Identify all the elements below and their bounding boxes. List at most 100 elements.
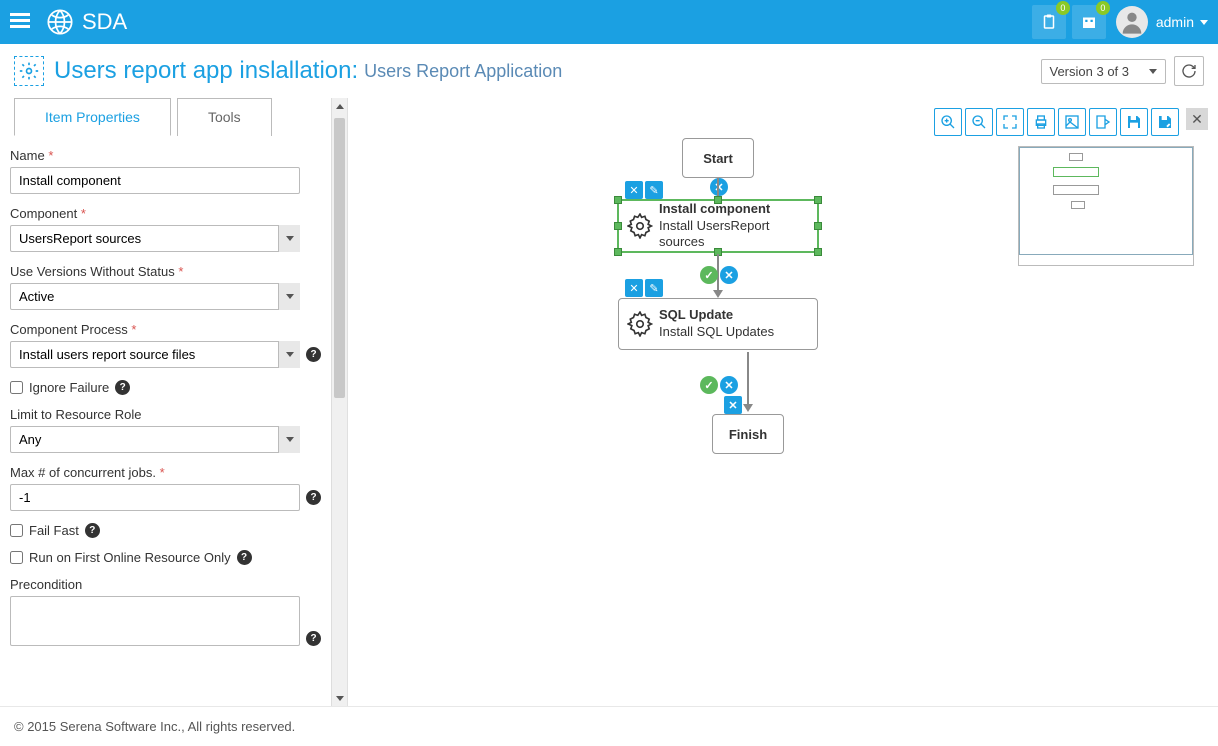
limit-select[interactable] [10, 426, 300, 453]
process-icon [14, 56, 44, 86]
page-title: Users report app inslallation: [54, 57, 358, 85]
save-as-button[interactable] [1151, 108, 1179, 136]
process-label: Component Process * [10, 322, 331, 337]
print-button[interactable] [1027, 108, 1055, 136]
page-title-bar: Users report app inslallation: Users Rep… [0, 44, 1218, 98]
version-selector[interactable]: Version 3 of 3 [1041, 59, 1167, 84]
start-label: Start [703, 151, 733, 166]
run-first-checkbox[interactable] [10, 551, 23, 564]
canvas-toolbar: ✕ [934, 108, 1208, 136]
component-label: Component * [10, 206, 331, 221]
close-panel-button[interactable]: ✕ [1186, 108, 1208, 130]
help-icon[interactable]: ? [85, 523, 100, 538]
name-input[interactable] [10, 167, 300, 194]
help-icon[interactable]: ? [115, 380, 130, 395]
finish-node[interactable]: Finish [712, 414, 784, 454]
footer: © 2015 Serena Software Inc., All rights … [0, 706, 1218, 746]
avatar [1116, 6, 1148, 38]
delete-edge-icon[interactable]: ✕ [720, 266, 738, 284]
help-icon[interactable]: ? [306, 347, 321, 362]
username: admin [1156, 14, 1194, 30]
main-area: Item Properties Tools Name * Component *… [0, 98, 1218, 706]
fail-fast-checkbox[interactable] [10, 524, 23, 537]
globe-icon [46, 8, 74, 36]
save-button[interactable] [1120, 108, 1148, 136]
building-button[interactable]: 0 [1072, 5, 1106, 39]
fit-button[interactable] [996, 108, 1024, 136]
start-node[interactable]: Start [682, 138, 754, 178]
chevron-down-icon [1200, 20, 1208, 25]
scroll-thumb[interactable] [334, 118, 345, 398]
install-component-node[interactable]: ✕ ✎ Install component Install UsersRepor… [618, 200, 818, 252]
versions-select[interactable] [10, 283, 300, 310]
delete-edge-icon[interactable]: ✕ [710, 178, 728, 196]
refresh-button[interactable] [1174, 56, 1204, 86]
properties-form: Name * Component * Use Versions Without … [0, 136, 347, 706]
page-subtitle: Users Report Application [364, 61, 562, 82]
delete-node-icon[interactable]: ✕ [625, 279, 643, 297]
copyright: © 2015 Serena Software Inc., All rights … [14, 719, 295, 734]
notification-badge-1: 0 [1056, 1, 1070, 15]
help-icon[interactable]: ? [306, 490, 321, 505]
save-as-icon [1157, 114, 1173, 130]
user-menu[interactable]: admin [1116, 6, 1208, 38]
zoom-out-icon [971, 114, 987, 130]
help-icon[interactable]: ? [306, 631, 321, 646]
delete-node-icon[interactable]: ✕ [625, 181, 643, 199]
precondition-label: Precondition [10, 577, 331, 592]
edit-node-icon[interactable]: ✎ [645, 279, 663, 297]
sql-update-node[interactable]: ✕ ✎ SQL Update Install SQL Updates [618, 298, 818, 350]
chevron-down-icon [1149, 69, 1157, 74]
ignore-failure-checkbox[interactable] [10, 381, 23, 394]
canvas[interactable]: ✕ Start ✕ ✕ ✎ Install compon [348, 98, 1218, 706]
ignore-failure-label: Ignore Failure [29, 380, 109, 395]
tab-tools[interactable]: Tools [177, 98, 272, 136]
limit-label: Limit to Resource Role [10, 407, 331, 422]
building-icon [1080, 13, 1098, 31]
success-edge-icon[interactable]: ✓ [700, 376, 718, 394]
close-icon: ✕ [1191, 111, 1203, 128]
delete-edge-icon[interactable]: ✕ [720, 376, 738, 394]
export-button[interactable] [1089, 108, 1117, 136]
zoom-out-button[interactable] [965, 108, 993, 136]
precondition-textarea[interactable] [10, 596, 300, 646]
menu-toggle[interactable] [10, 10, 34, 34]
node1-subtitle: Install UsersReport sources [659, 218, 811, 252]
zoom-in-icon [940, 114, 956, 130]
edit-node-icon[interactable]: ✎ [645, 181, 663, 199]
top-header: SDA 0 0 admin [0, 0, 1218, 44]
scrollbar[interactable] [331, 98, 347, 706]
fail-fast-label: Fail Fast [29, 523, 79, 538]
notification-badge-2: 0 [1096, 1, 1110, 15]
export-icon [1095, 114, 1111, 130]
delete-edge-icon[interactable]: ✕ [724, 396, 742, 414]
minimap[interactable] [1018, 146, 1194, 266]
node2-subtitle: Install SQL Updates [659, 324, 774, 341]
finish-label: Finish [729, 427, 767, 442]
print-icon [1033, 114, 1049, 130]
name-label: Name * [10, 148, 331, 163]
max-jobs-input[interactable] [10, 484, 300, 511]
logo[interactable]: SDA [46, 8, 127, 36]
image-icon [1064, 114, 1080, 130]
expand-icon [1002, 114, 1018, 130]
clipboard-button[interactable]: 0 [1032, 5, 1066, 39]
image-button[interactable] [1058, 108, 1086, 136]
max-jobs-label: Max # of concurrent jobs. * [10, 465, 331, 480]
version-label: Version 3 of 3 [1050, 64, 1130, 79]
tab-properties[interactable]: Item Properties [14, 98, 171, 136]
gear-icon [627, 213, 653, 239]
process-select[interactable] [10, 341, 300, 368]
component-select[interactable] [10, 225, 300, 252]
success-edge-icon[interactable]: ✓ [700, 266, 718, 284]
sidebar: Item Properties Tools Name * Component *… [0, 98, 348, 706]
zoom-in-button[interactable] [934, 108, 962, 136]
refresh-icon [1181, 63, 1197, 79]
run-first-label: Run on First Online Resource Only [29, 550, 231, 565]
help-icon[interactable]: ? [237, 550, 252, 565]
versions-label: Use Versions Without Status * [10, 264, 331, 279]
node2-title: SQL Update [659, 307, 774, 324]
minimap-viewport[interactable] [1019, 147, 1193, 255]
tabs: Item Properties Tools [0, 98, 347, 136]
clipboard-icon [1040, 13, 1058, 31]
